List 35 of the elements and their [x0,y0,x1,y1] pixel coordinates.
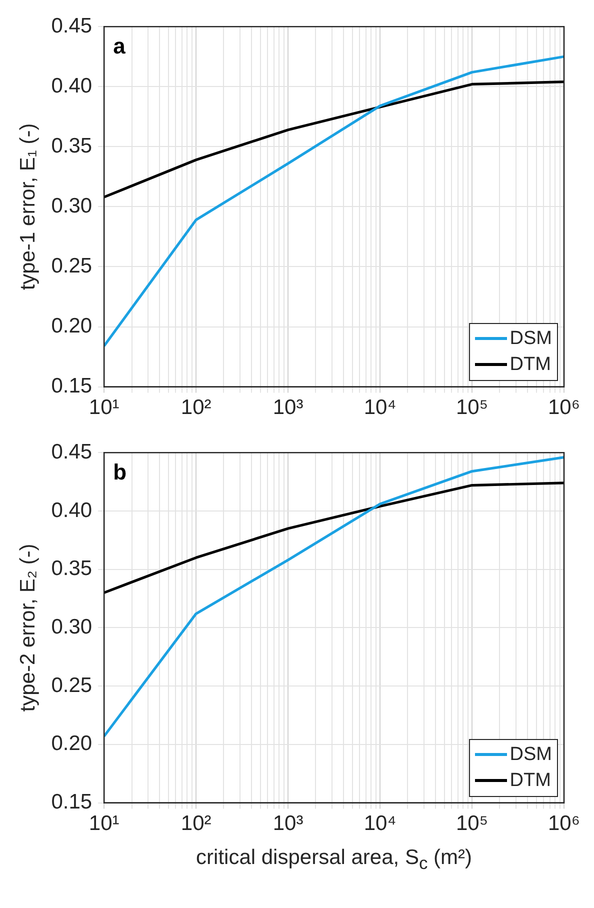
y-tick-label: 0.25 [51,254,92,278]
legend-label: DSM [510,326,552,351]
y-tick-label: 0.30 [51,615,92,638]
x-tick-label: 10¹ [88,396,120,420]
y-tick-label: 0.45 [51,440,92,464]
legend-label: DTM [510,768,551,793]
y-tick-label: 0.20 [51,732,92,756]
x-tick-label: 10⁶ [548,396,580,420]
x-tick-label: 10⁴ [364,396,396,420]
x-tick-label: 10¹ [88,812,120,836]
y-tick-label: 0.40 [51,74,92,98]
legend-label: DTM [510,352,551,377]
annotation: a [113,34,126,59]
y-tick-label: 0.20 [51,314,92,338]
x-tick-label: 10³ [272,396,304,420]
x-tick-label: 10⁵ [456,812,488,836]
x-axis-title: critical dispersal area, S$_{c}$ (m²) [195,846,474,874]
y-tick-label: 0.15 [51,790,92,814]
annotation: b [113,460,127,485]
x-tick-label: 10⁴ [364,812,396,836]
y-tick-label: 0.30 [51,194,92,218]
legend-label: DSM [510,742,552,767]
y-axis-title: type-1 error, E₁ (-) [16,123,40,290]
y-tick-label: 0.15 [51,374,92,398]
x-tick-label: 10³ [272,812,304,836]
y-tick-label: 0.40 [51,498,92,522]
y-tick-label: 0.45 [51,14,92,38]
x-tick-label: 10⁶ [548,812,580,836]
x-tick-label: 10² [180,396,212,420]
y-tick-label: 0.35 [51,134,92,158]
y-axis-title: type-2 error, E₂ (-) [16,544,40,712]
y-tick-label: 0.25 [51,674,92,697]
x-tick-label: 10² [180,812,212,836]
y-tick-label: 0.35 [51,557,92,580]
x-tick-label: 10⁵ [456,396,488,420]
